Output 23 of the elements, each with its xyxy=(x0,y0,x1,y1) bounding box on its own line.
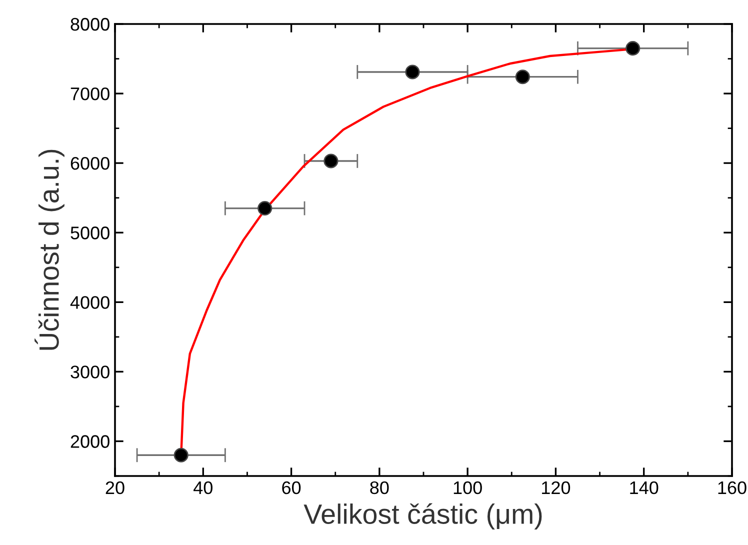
y-tick-label: 5000 xyxy=(70,226,110,240)
x-axis-title: Velikost částic (μm) xyxy=(304,503,542,530)
point xyxy=(174,448,188,462)
y-tick-label: 4000 xyxy=(70,296,110,309)
point xyxy=(515,70,530,84)
x-tick-label: 120 xyxy=(542,481,570,494)
x-tick-label: 160 xyxy=(718,481,746,494)
x-tick-label: 20 xyxy=(106,481,124,494)
y-tick-label: 6000 xyxy=(70,157,110,170)
point xyxy=(258,200,272,216)
x-tick-label: 140 xyxy=(630,481,658,494)
y-tick-label: 3000 xyxy=(70,366,110,378)
y-axis-title: Účinnost d (a.u.) xyxy=(34,150,64,350)
x-tick-label: 60 xyxy=(282,481,301,494)
y-tick-label: 2000 xyxy=(70,435,110,448)
y-tick-label: 7000 xyxy=(70,87,110,100)
point xyxy=(405,64,420,80)
point xyxy=(626,41,640,56)
y-tick-label: 8000 xyxy=(70,18,110,31)
point xyxy=(324,154,338,168)
x-tick-label: 40 xyxy=(194,481,212,494)
x-tick-label: 100 xyxy=(454,481,482,494)
x-tick-label: 80 xyxy=(370,481,389,494)
